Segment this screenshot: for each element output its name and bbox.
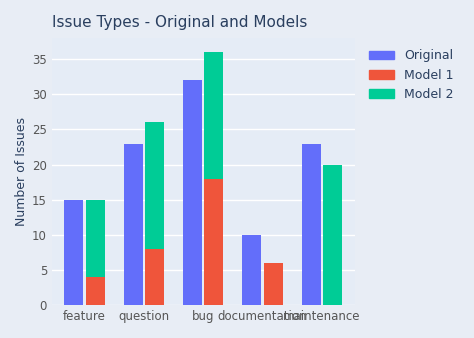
Text: Issue Types - Original and Models: Issue Types - Original and Models bbox=[52, 15, 307, 30]
Bar bbox=[124, 144, 143, 305]
Bar bbox=[242, 235, 261, 305]
Bar bbox=[204, 179, 223, 305]
Bar bbox=[145, 122, 164, 305]
Bar bbox=[64, 200, 83, 305]
Bar bbox=[264, 263, 283, 305]
Bar bbox=[204, 52, 223, 305]
Bar bbox=[86, 277, 105, 305]
Legend: Original, Model 1, Model 2: Original, Model 1, Model 2 bbox=[364, 44, 458, 106]
Bar bbox=[302, 144, 321, 305]
Bar bbox=[145, 249, 164, 305]
Y-axis label: Number of Issues: Number of Issues bbox=[15, 117, 28, 226]
Bar bbox=[86, 200, 105, 305]
Bar bbox=[183, 80, 202, 305]
Bar bbox=[323, 165, 342, 305]
